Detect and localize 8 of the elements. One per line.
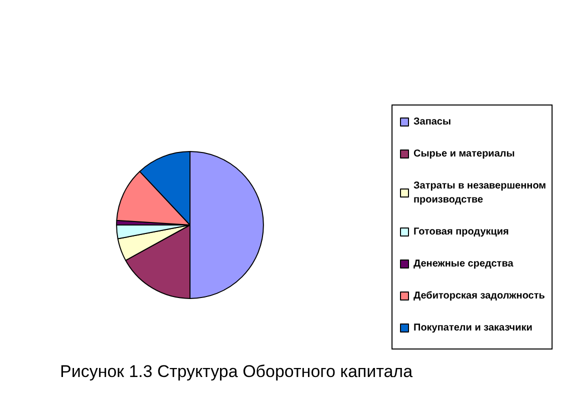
text: Рисунок 1.3 Структура Оборотного капитала xyxy=(60,362,414,381)
legend-label: Покупатели и заказчики xyxy=(414,322,532,334)
legend-label: Готовая продукция xyxy=(414,226,510,238)
legend-label: Запасы xyxy=(414,116,452,128)
legend-label: Сырье и материалы xyxy=(414,148,515,160)
legend-label: Дебиторская задолжность xyxy=(414,290,545,302)
legend-label: Денежные средства xyxy=(414,258,514,270)
legend-label: Затраты в незавершенном производстве xyxy=(414,180,546,206)
